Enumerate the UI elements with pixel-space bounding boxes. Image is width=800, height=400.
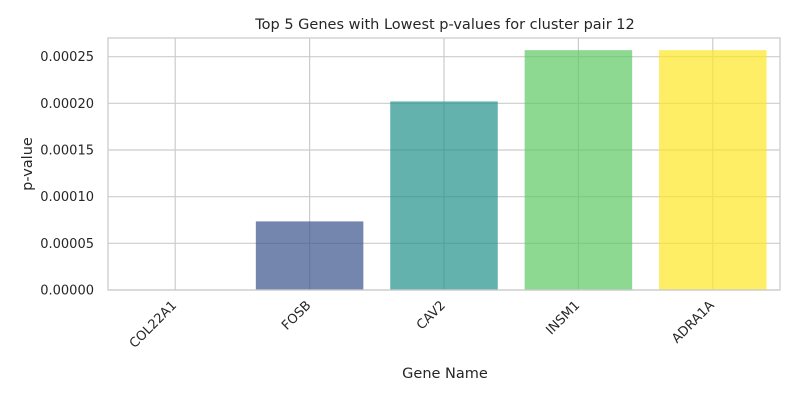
y-tick-label: 0.00010 (40, 190, 94, 205)
bars (255, 50, 767, 291)
x-tick-label: CAV2 (414, 298, 449, 333)
x-tick-label: FOSB (279, 298, 314, 333)
y-tick-label: 0.00005 (40, 237, 94, 252)
chart-title: Top 5 Genes with Lowest p-values for clu… (254, 17, 634, 33)
x-axis-label: Gene Name (402, 366, 488, 382)
y-tick-label: 0.00025 (40, 50, 94, 65)
y-tick-labels: 0.00000 0.00005 0.00010 0.00015 0.00020 0.000… (40, 50, 94, 298)
y-tick-label: 0.00000 (40, 284, 94, 299)
x-tick-label: INSM1 (543, 298, 583, 338)
y-tick-label: 0.00020 (40, 97, 94, 112)
y-tick-label: 0.00015 (40, 144, 94, 159)
bar-insm1 (524, 50, 633, 291)
x-tick-labels: COL22A1 FOSB CAV2 INSM1 ADRA1A (127, 298, 718, 351)
y-axis-label: p-value (20, 137, 36, 191)
x-tick-label: COL22A1 (127, 298, 180, 351)
plot-frame (107, 37, 781, 291)
bar-adra1a (659, 50, 767, 291)
bar-cav2 (390, 101, 498, 290)
x-tick-label: ADRA1A (669, 298, 717, 346)
bar-fosb (255, 221, 364, 290)
